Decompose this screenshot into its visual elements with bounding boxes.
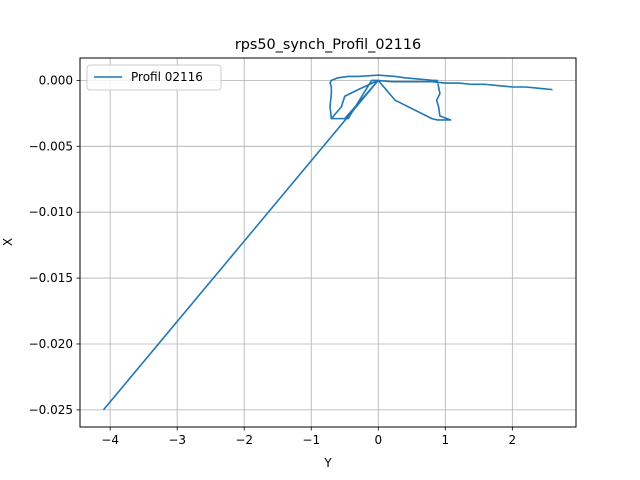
x-axis: −4 −3 −2 −1 0 1 2 bbox=[101, 427, 516, 447]
x-tick-label: 1 bbox=[441, 433, 449, 447]
x-axis-label: Y bbox=[323, 456, 332, 470]
x-tick-label: −3 bbox=[168, 433, 186, 447]
chart-title: rps50_synch_Profil_02116 bbox=[235, 37, 421, 53]
x-tick-label: −2 bbox=[235, 433, 253, 447]
y-tick-label: −0.010 bbox=[29, 205, 73, 219]
series-line bbox=[102, 74, 553, 411]
y-tick-label: −0.025 bbox=[29, 403, 73, 417]
x-tick-label: 2 bbox=[509, 433, 517, 447]
y-axis: 0.000 −0.005 −0.010 −0.015 −0.020 −0.025 bbox=[29, 73, 80, 417]
x-tick-label: −4 bbox=[101, 433, 119, 447]
y-tick-label: 0.000 bbox=[39, 73, 73, 87]
y-tick-label: −0.015 bbox=[29, 271, 73, 285]
legend-box bbox=[86, 64, 222, 91]
x-tick-label: 0 bbox=[374, 433, 382, 447]
y-tick-label: −0.005 bbox=[29, 139, 73, 153]
plot-series bbox=[102, 74, 553, 411]
plot-frame bbox=[79, 57, 577, 428]
legend-label: Profil 02116 bbox=[131, 70, 203, 84]
x-tick-label: −1 bbox=[302, 433, 320, 447]
y-tick-label: −0.020 bbox=[29, 337, 73, 351]
y-axis-label: X bbox=[1, 238, 15, 246]
legend: Profil 02116 bbox=[86, 64, 222, 91]
